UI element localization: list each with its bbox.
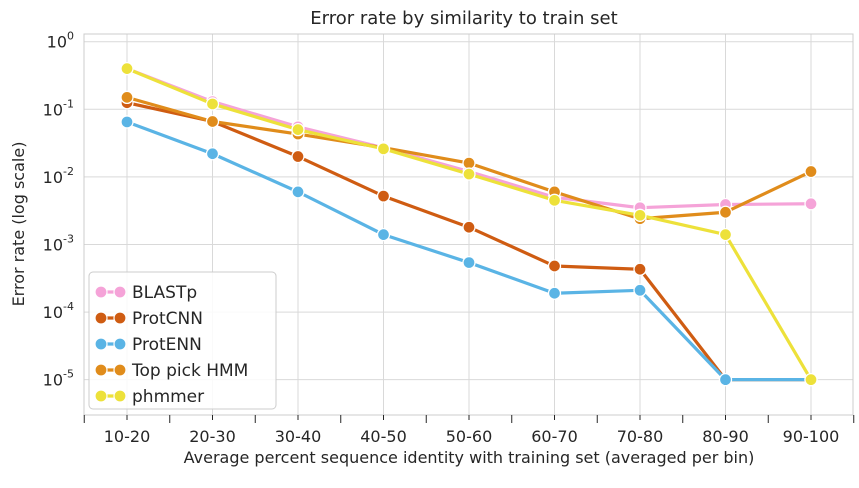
- chart-title: Error rate by similarity to train set: [310, 8, 617, 29]
- data-point-phmmer: [804, 373, 818, 387]
- data-point-phmmer: [718, 227, 733, 242]
- legend-box: [88, 271, 277, 410]
- legend-marker: [94, 311, 108, 325]
- legend-marker: [113, 389, 127, 403]
- legend-label: phmmer: [132, 387, 204, 407]
- legend-marker: [113, 311, 127, 325]
- x-tick-label: 10-20: [104, 427, 151, 446]
- legend-label: ProtENN: [132, 335, 202, 355]
- y-tick-label: 10-1: [43, 97, 74, 119]
- y-tick-label: 10-3: [43, 232, 74, 254]
- x-axis: 10-20 20-30 30-40 40-50 50-60 60-70 70-80 80-90…: [83, 415, 855, 446]
- x-tick-label: 60-70: [531, 427, 578, 446]
- x-tick-label: 50-60: [446, 427, 493, 446]
- y-tick-label: 100: [47, 30, 74, 52]
- data-point-phmmer: [120, 61, 134, 76]
- data-point-top-pick-hmm: [718, 205, 733, 219]
- y-tick-label: 10-4: [43, 300, 74, 322]
- data-point-protcnn: [462, 220, 476, 234]
- data-point-protenn: [120, 115, 134, 129]
- x-tick-label: 40-50: [360, 427, 407, 446]
- legend-marker: [113, 285, 127, 299]
- y-axis: 100 10-1 10-2 10-3 10-4 10-5: [43, 30, 74, 390]
- data-point-top-pick-hmm: [462, 156, 476, 170]
- x-tick-label: 80-90: [702, 427, 749, 446]
- data-point-top-pick-hmm: [804, 164, 818, 179]
- data-point-protenn: [633, 283, 647, 297]
- data-point-top-pick-hmm: [205, 114, 220, 129]
- y-tick-label: 10-5: [43, 368, 74, 390]
- data-point-blastp: [804, 197, 818, 211]
- legend-label: BLASTp: [132, 283, 197, 303]
- data-point-protenn: [547, 286, 562, 300]
- legend-marker: [94, 389, 108, 403]
- legend: BLASTp ProtCNN ProtENN Top pick HMM phmmer: [88, 271, 277, 410]
- y-tick-label: 10-2: [43, 165, 74, 187]
- legend-marker: [113, 337, 127, 351]
- data-point-phmmer: [462, 167, 476, 181]
- data-point-protenn: [718, 373, 733, 387]
- data-point-protenn: [462, 255, 476, 270]
- data-point-top-pick-hmm: [120, 90, 134, 105]
- data-point-protcnn: [376, 189, 391, 203]
- x-axis-label: Average percent sequence identity with t…: [184, 448, 755, 467]
- x-tick-label: 30-40: [275, 427, 322, 446]
- x-tick-label: 70-80: [617, 427, 664, 446]
- legend-marker: [113, 363, 127, 377]
- data-point-phmmer: [633, 208, 647, 222]
- data-point-protenn: [376, 227, 391, 242]
- legend-marker: [94, 285, 108, 299]
- data-point-phmmer: [547, 193, 562, 207]
- y-axis-label: Error rate (log scale): [9, 142, 28, 307]
- data-point-protenn: [205, 147, 220, 161]
- series-layer: [120, 61, 818, 387]
- data-point-protcnn: [633, 262, 647, 276]
- legend-marker: [94, 337, 108, 351]
- data-point-protenn: [291, 185, 305, 199]
- data-point-phmmer: [291, 122, 305, 137]
- legend-label: Top pick HMM: [131, 361, 248, 381]
- data-point-protcnn: [547, 259, 562, 273]
- x-tick-label: 20-30: [189, 427, 236, 446]
- x-tick-label: 90-100: [783, 427, 840, 446]
- data-point-phmmer: [205, 97, 220, 111]
- legend-label: ProtCNN: [132, 309, 203, 329]
- legend-marker: [94, 363, 108, 377]
- data-point-protcnn: [291, 149, 305, 164]
- data-point-phmmer: [376, 142, 391, 156]
